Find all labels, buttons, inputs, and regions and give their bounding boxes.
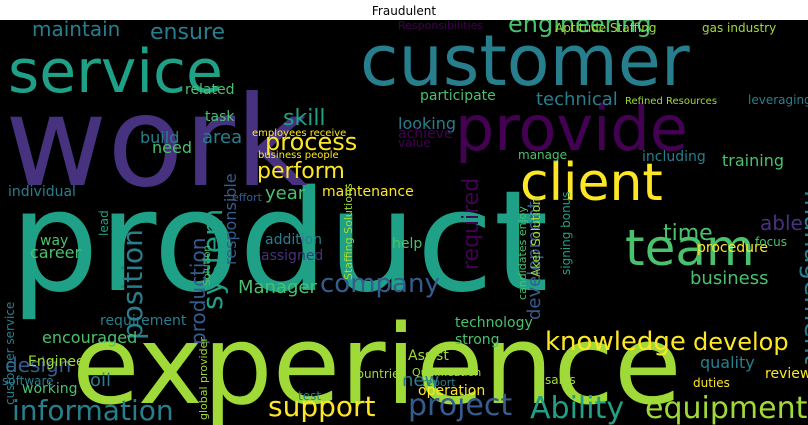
word-lead: lead [97,210,111,236]
word-ability: Ability [530,391,624,425]
word-qualification: Qualification [412,366,481,379]
word-customer: customer [360,20,690,102]
word-countries: countries [350,367,406,381]
word-need: need [152,138,192,157]
word-quality: quality [700,353,755,372]
word-design: design [5,353,71,377]
word-develop: develop [693,328,789,356]
word-test: test [298,389,321,403]
word-perform: perform [257,159,345,184]
word-manage: manage [518,148,567,162]
word-new: new [402,370,439,391]
word-business-people: business people [258,150,339,161]
word-system: system [196,209,229,310]
word-product: product [10,161,548,324]
word-individual: individual [8,184,76,200]
word-cloud: product experience work customer service prov… [0,20,808,425]
word-refined-resources: Refined Resources [625,96,717,107]
word-requirement: requirement [100,313,187,329]
word-skill: skill [283,106,326,131]
word-addition: addition [265,232,322,248]
word-equipment: equipment [645,391,808,425]
word-aker-solution: Aker Solution [529,197,543,277]
word-customer-service: customer service [3,302,17,405]
word-process: process [265,128,357,156]
chart-title: Fraudulent [371,4,437,18]
word-development: development [524,201,545,320]
word-related: related [185,82,235,98]
word-help: help [392,236,422,252]
word-report: report [422,376,456,389]
word-engineer: Engineer [28,354,91,370]
word-build: build [140,128,179,147]
word-oil: oil [90,370,111,391]
word-strong: strong [455,332,500,348]
word-information: information [12,394,174,425]
word-aptitude-staffing: Aptitude Staffing [555,21,657,35]
word-ensure: ensure [150,20,225,45]
word-assigned: assigned [261,248,323,264]
word-year: year [265,183,306,204]
word-management: management [798,190,808,364]
word-experience: experience [72,301,682,425]
word-time: time [663,221,713,246]
word-position: position [116,229,149,340]
word-gas-industry: gas industry [702,21,776,35]
word-training: training [722,151,784,170]
word-duties: duties [693,376,730,390]
word-global-provider: global provider [197,337,210,420]
word-value: value [398,136,431,150]
word-employees-receive: employees receive [252,128,346,139]
word-company: company [320,269,440,299]
word-maintain: maintain [32,20,120,41]
word-achieve: achieve [398,126,453,142]
word-project: project [408,388,512,423]
word-client: client [520,153,663,213]
word-signing-bonus: signing bonus [559,191,573,275]
word-required: required [459,178,484,270]
word-business: business [690,268,768,289]
word-operation: operation [418,383,485,399]
word-staffing-solutions: Staffing Solutions [342,183,355,280]
word-maintenance: maintenance [322,184,414,200]
word-review: review [765,366,808,382]
word-looking: looking [398,114,456,133]
word-working: working [22,381,78,397]
word-leveraging: leveraging [748,93,808,107]
word-candidates-enjoy: candidates enjoy [516,206,529,300]
word-task: task [205,109,235,125]
word-encouraged: encouraged [42,328,137,347]
word-software: software [2,374,54,388]
word-support: support [268,390,376,423]
word-focus: focus [755,235,787,249]
word-service: service [8,37,223,107]
word-solution: Solution [202,245,213,286]
word-area: area [202,127,242,148]
word-work: work [5,70,308,215]
word-responsible: responsible [221,173,240,265]
word-engineering: engineering [508,20,652,38]
word-technical: technical [536,89,618,110]
word-knowledge: knowledge [545,327,686,357]
word-procedure: procedure [697,240,768,256]
word-sales: sales [545,373,576,387]
word-team: team [625,219,755,277]
word-including: including [642,149,706,165]
word-able: able [760,211,803,235]
word-production: production [186,238,210,345]
word-manager: Manager [238,277,317,298]
word-technology: technology [455,315,533,331]
word-career: career [30,243,82,262]
word-provide: provide [455,92,688,165]
word-way: way [40,233,68,249]
word-assist: Assist [408,348,449,364]
word-responsibilities: Responsibilities [398,20,483,32]
word-effort: effort [232,191,263,204]
word-participate: participate [420,88,496,104]
